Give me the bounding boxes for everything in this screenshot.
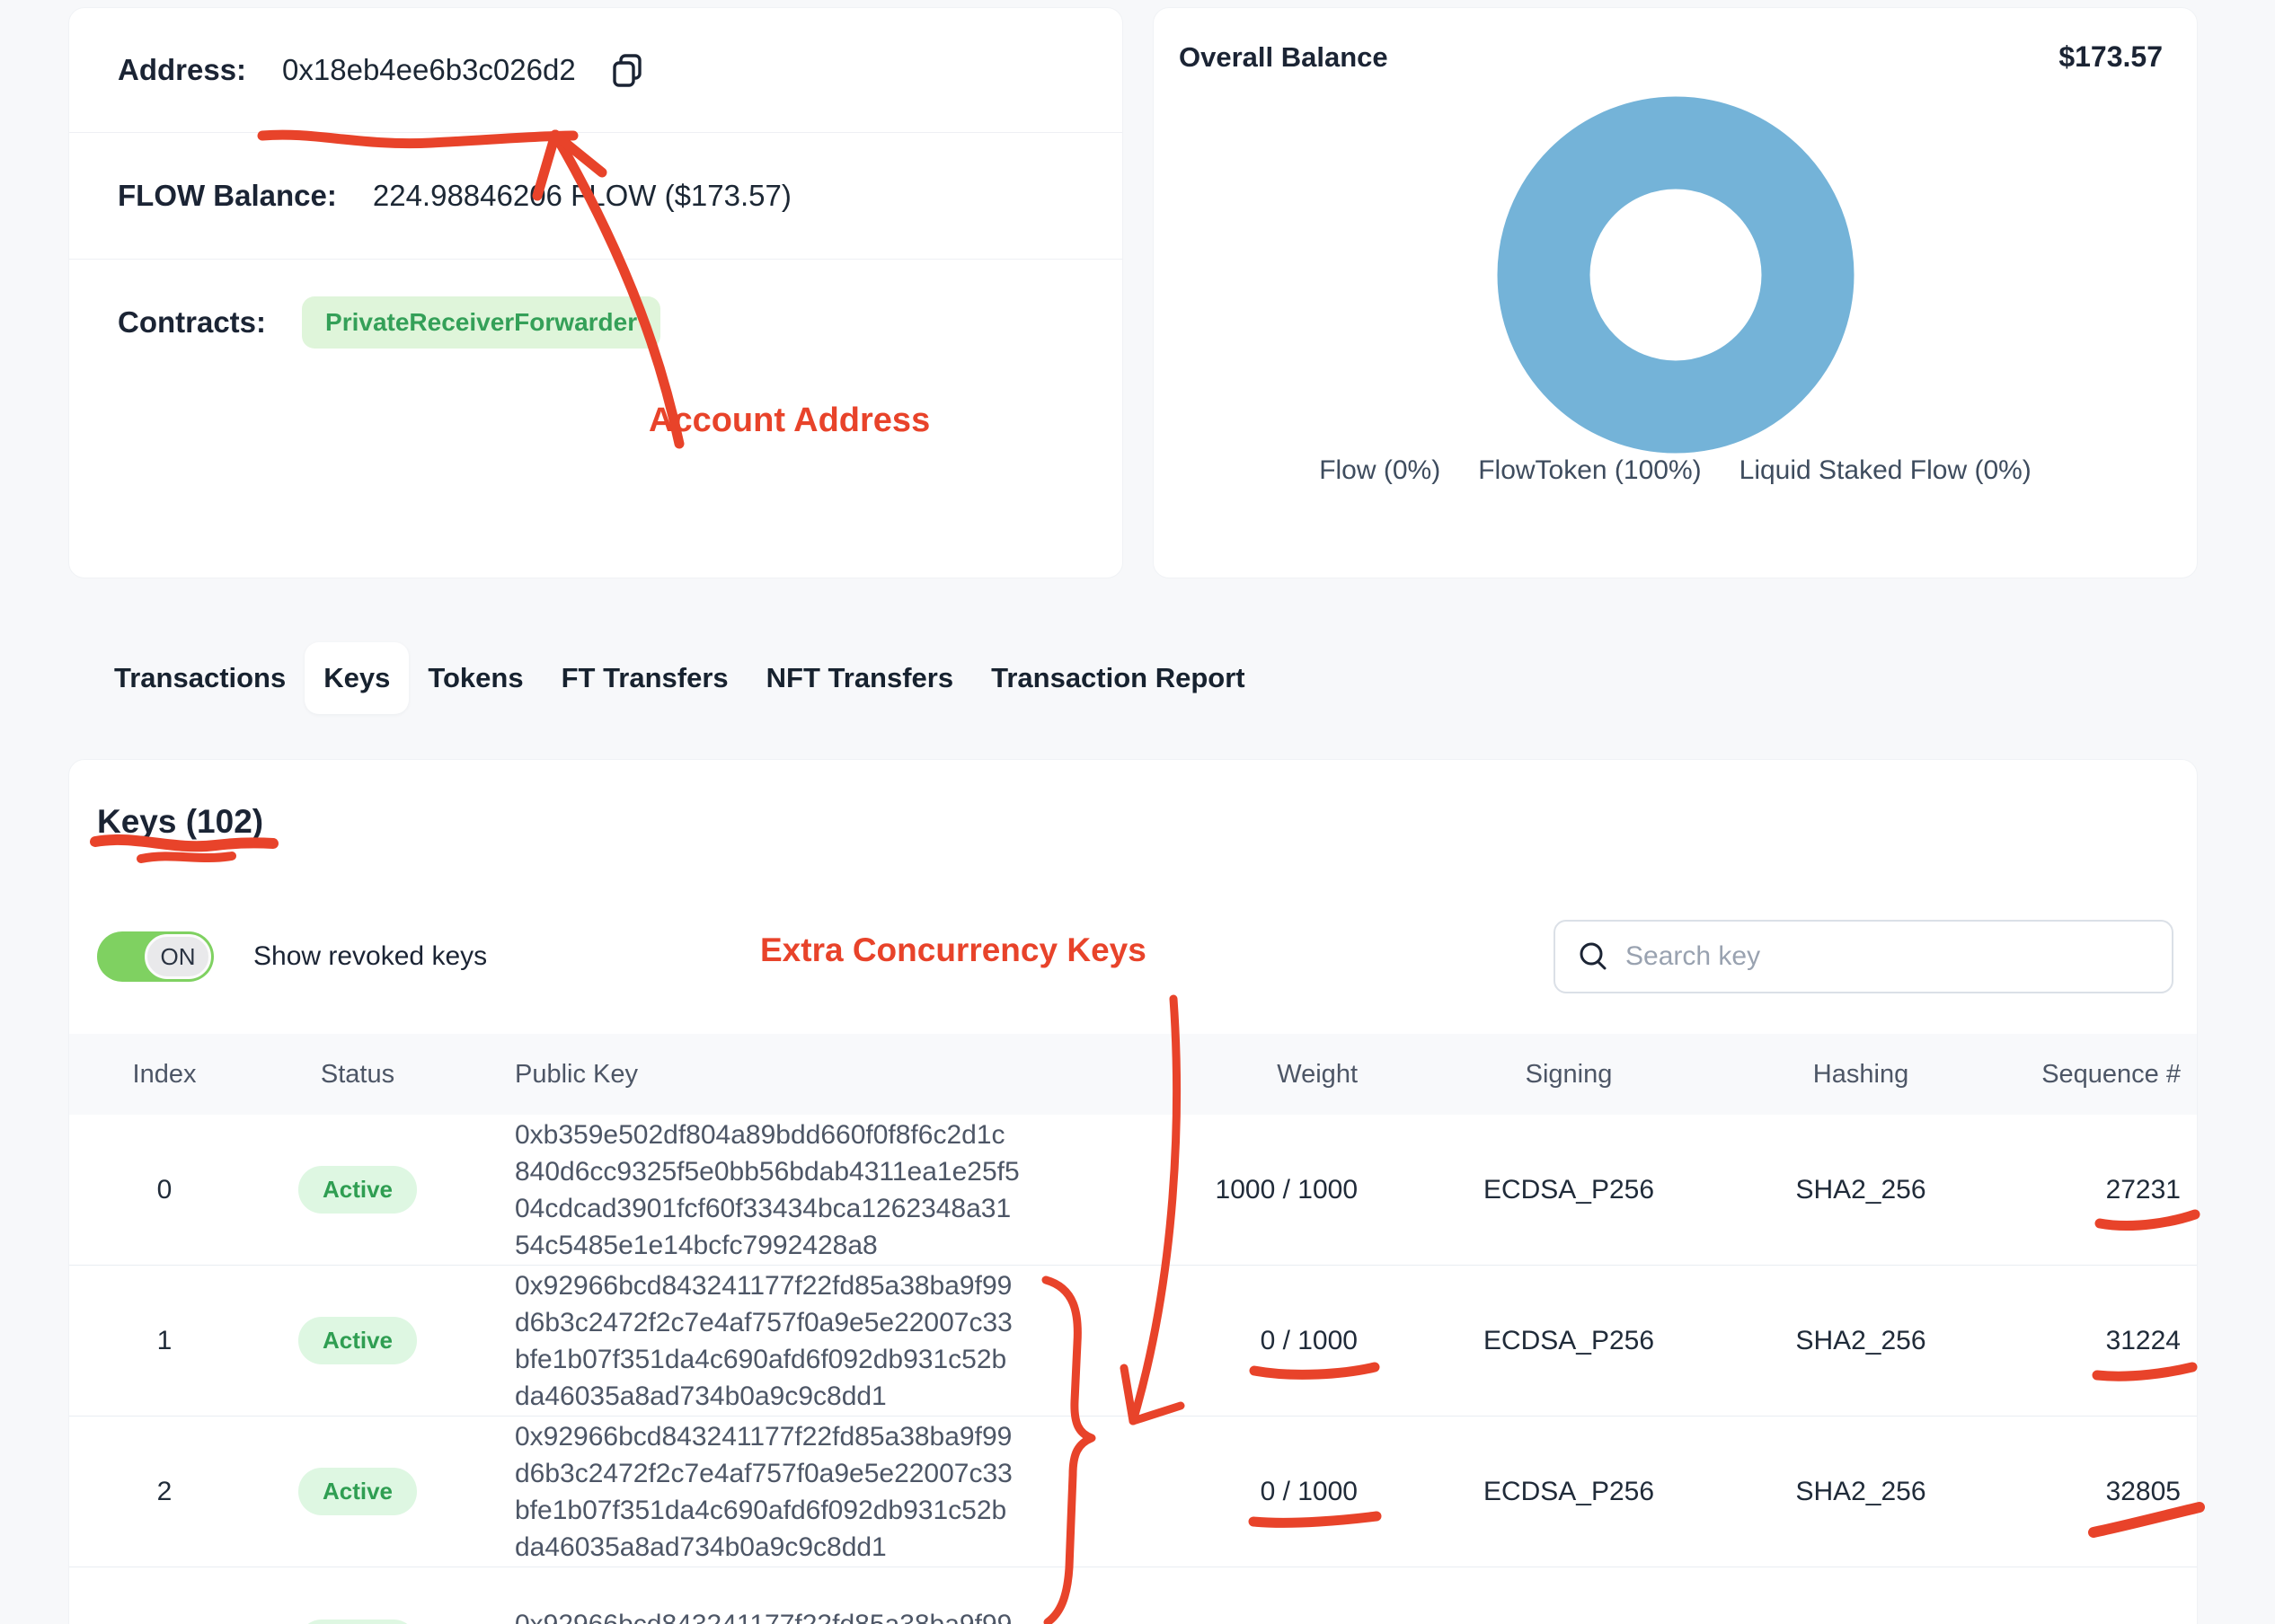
col-weight: Weight	[1277, 1059, 1358, 1089]
copy-address-button[interactable]	[606, 49, 648, 91]
key-sequence: 27231	[2105, 1174, 2181, 1205]
donut-ring	[1497, 96, 1855, 454]
balance-header: Overall Balance $173.57	[1154, 8, 2197, 74]
public-key: 0x92966bcd843241177f22fd85a38ba9f99 d6b3…	[515, 1421, 1013, 1562]
search-icon	[1580, 942, 1607, 970]
keys-table: Index Status Public Key Weight Signing H…	[69, 1034, 2197, 1624]
address-row: Address: 0x18eb4ee6b3c026d2	[69, 8, 1122, 133]
tab-tokens[interactable]: Tokens	[428, 662, 524, 693]
legend-item-flowtoken: FlowToken (100%)	[1478, 455, 1702, 485]
key-row-0: 0 Active 0xb359e502df804a89bdd660f0f8f6c…	[69, 1115, 2197, 1266]
key-hashing: SHA2_256	[1795, 1476, 1926, 1506]
key-weight: 0 / 1000	[1260, 1325, 1358, 1355]
key-search-box	[1554, 920, 2173, 993]
key-hashing: SHA2_256	[1795, 1174, 1926, 1205]
keys-table-header: Index Status Public Key Weight Signing H…	[69, 1034, 2197, 1115]
key-signing: ECDSA_P256	[1483, 1174, 1655, 1205]
tab-nft-transfers[interactable]: NFT Transfers	[766, 662, 954, 693]
balance-title: Overall Balance	[1179, 40, 1388, 73]
overall-balance-card: Overall Balance $173.57 Flow (0%) FlowTo…	[1153, 7, 2198, 578]
legend-item-liquid-staked: Liquid Staked Flow (0%)	[1739, 455, 2032, 485]
account-info-card: Address: 0x18eb4ee6b3c026d2 FLOW Balance…	[68, 7, 1123, 578]
tab-transaction-report[interactable]: Transaction Report	[991, 662, 1245, 693]
tab-ft-transfers[interactable]: FT Transfers	[561, 662, 729, 693]
toggle-knob: ON	[145, 934, 211, 979]
keys-card: Keys (102) ON Show revoked keys Index St…	[68, 759, 2198, 1624]
key-signing: ECDSA_P256	[1483, 1325, 1655, 1355]
account-tabs: Transactions Keys Tokens FT Transfers NF…	[68, 629, 2198, 728]
key-sequence: 31224	[2105, 1325, 2181, 1355]
address-label: Address:	[118, 53, 247, 86]
legend-item-flow: Flow (0%)	[1319, 455, 1441, 485]
flow-balance-label: FLOW Balance:	[118, 179, 337, 212]
public-key: 0x92966bcd843241177f22fd85a38ba9f99 d6b3…	[483, 1606, 1076, 1624]
address-value: 0x18eb4ee6b3c026d2	[282, 53, 576, 86]
balance-donut-chart	[1487, 86, 1864, 463]
flow-balance-value: 224.98846206 FLOW ($173.57)	[372, 179, 792, 212]
show-revoked-toggle[interactable]: ON	[97, 931, 214, 982]
keys-controls: ON Show revoked keys	[97, 920, 2173, 993]
col-status: Status	[320, 1059, 395, 1089]
status-badge: Active	[297, 1468, 418, 1515]
flow-balance-row: FLOW Balance: 224.98846206 FLOW ($173.57…	[69, 133, 1122, 260]
copy-icon	[613, 54, 642, 87]
key-row-1: 1 Active 0x92966bcd843241177f22fd85a38ba…	[69, 1266, 2197, 1417]
key-row-3: Active 0x92966bcd843241177f22fd85a38ba9f…	[69, 1567, 2197, 1624]
col-signing: Signing	[1525, 1059, 1613, 1089]
key-sequence: 32805	[2105, 1476, 2181, 1506]
status-badge: Active	[297, 1317, 418, 1364]
contract-badge[interactable]: PrivateReceiverForwarder	[302, 296, 661, 349]
keys-heading: Keys (102)	[97, 803, 264, 840]
col-index: Index	[132, 1059, 197, 1089]
public-key: 0xb359e502df804a89bdd660f0f8f6c2d1c 840d…	[515, 1119, 1020, 1260]
key-index: 1	[156, 1325, 173, 1355]
key-weight: 0 / 1000	[1260, 1476, 1358, 1506]
status-badge: Active	[297, 1166, 418, 1214]
public-key: 0x92966bcd843241177f22fd85a38ba9f99 d6b3…	[515, 1270, 1013, 1411]
tab-keys[interactable]: Keys	[305, 642, 410, 714]
col-hashing: Hashing	[1812, 1059, 1909, 1089]
key-search-input[interactable]	[1625, 941, 2129, 972]
contracts-row: Contracts: PrivateReceiverForwarder	[69, 260, 1122, 385]
key-signing: ECDSA_P256	[1483, 1476, 1655, 1506]
status-badge: Active	[297, 1619, 418, 1624]
key-index: 0	[156, 1174, 173, 1205]
balance-total: $173.57	[2058, 40, 2163, 73]
tab-transactions[interactable]: Transactions	[114, 662, 287, 693]
key-hashing: SHA2_256	[1795, 1325, 1926, 1355]
col-public-key: Public Key	[515, 1059, 639, 1089]
contracts-label: Contracts:	[118, 305, 267, 339]
show-revoked-label: Show revoked keys	[253, 941, 488, 971]
key-row-2: 2 Active 0x92966bcd843241177f22fd85a38ba…	[69, 1417, 2197, 1567]
key-weight: 1000 / 1000	[1215, 1174, 1358, 1205]
donut-legend: Flow (0%) FlowToken (100%) Liquid Staked…	[1154, 455, 2197, 486]
col-sequence: Sequence #	[2041, 1059, 2181, 1089]
key-index: 2	[156, 1476, 173, 1506]
